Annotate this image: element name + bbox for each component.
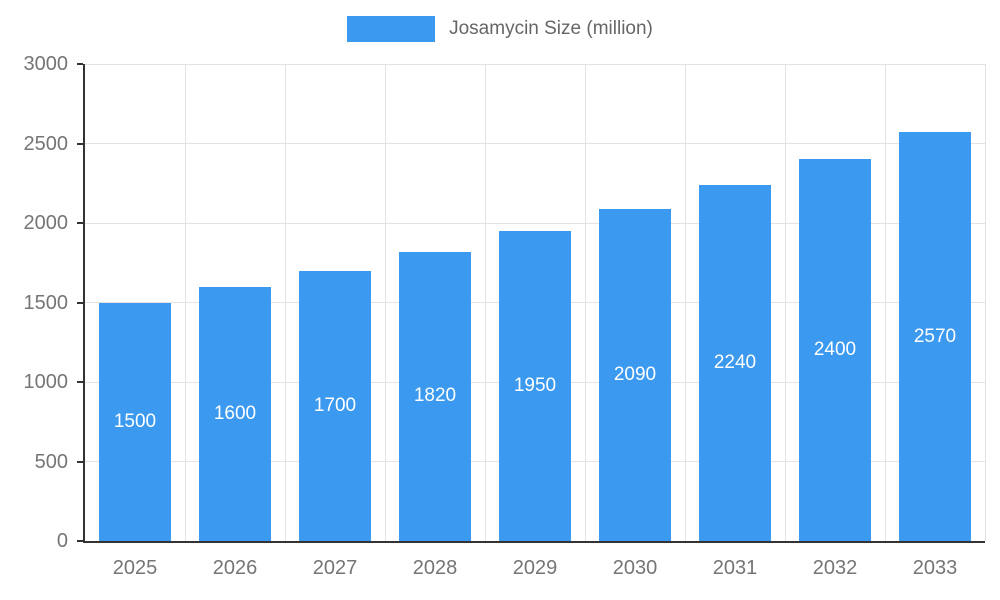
gridline-vertical (884, 64, 886, 541)
gridline-vertical (484, 64, 486, 541)
y-axis-line (83, 64, 85, 541)
y-tick-label: 2000 (23, 212, 69, 234)
x-tick-label: 2028 (412, 557, 458, 579)
y-tick-label: 1500 (23, 291, 69, 314)
gridline-vertical (684, 64, 686, 541)
gridline-vertical (784, 64, 786, 541)
gridline-horizontal (85, 143, 985, 144)
gridline-vertical (984, 64, 986, 541)
bar-value-label: 1700 (313, 394, 357, 416)
bar-value-label: 2090 (613, 363, 657, 385)
y-axis-tick (77, 63, 83, 65)
bar[interactable]: 1500 (99, 302, 171, 541)
gridline-vertical (184, 64, 186, 541)
y-axis-tick (77, 301, 83, 304)
bar-value-label: 1820 (413, 385, 457, 407)
y-axis: 0 500 1000 1500 2000 2500 3000 (0, 53, 78, 552)
bar[interactable]: 1700 (299, 270, 371, 541)
x-axis: 2025 2026 2027 2028 2029 2030 2031 2032 2033 (85, 553, 985, 587)
x-tick-label: 2031 (712, 557, 758, 579)
y-axis-tick (77, 142, 83, 145)
plot-area: 1500 1600 1700 1820 1950 2090 2240 2400 2570 (77, 63, 986, 543)
x-tick-label: 2029 (512, 557, 558, 579)
gridline-vertical (284, 64, 286, 541)
y-axis-tick (77, 460, 83, 463)
bar[interactable]: 1950 (499, 230, 571, 541)
y-tick-label: 1000 (23, 371, 69, 393)
bar[interactable]: 2240 (699, 184, 771, 541)
y-axis-tick (77, 540, 83, 542)
gridline-horizontal (85, 222, 985, 224)
y-tick-label: 2500 (23, 132, 69, 155)
bar-value-label: 1950 (513, 374, 557, 396)
gridline-vertical (384, 64, 386, 541)
x-tick-label: 2033 (912, 557, 958, 579)
legend-swatch (347, 16, 436, 42)
bar-value-label: 1500 (113, 410, 157, 432)
x-tick-label: 2032 (812, 557, 858, 579)
bar-value-label: 2400 (813, 339, 857, 361)
x-tick-label: 2025 (112, 557, 158, 579)
x-tick-label: 2030 (612, 557, 658, 579)
bar-value-label: 2240 (713, 351, 757, 373)
y-tick-label: 500 (34, 450, 68, 473)
x-tick-label: 2026 (212, 557, 258, 579)
x-axis-line (83, 541, 985, 543)
legend[interactable]: Josamycin Size (million) (0, 14, 1000, 44)
bar-value-label: 2570 (913, 325, 957, 347)
y-tick-label: 0 (56, 530, 68, 552)
y-axis-tick (77, 222, 83, 224)
x-tick-label: 2027 (312, 557, 358, 579)
bar[interactable]: 2400 (799, 159, 871, 541)
bar[interactable]: 2090 (599, 208, 671, 541)
y-axis-tick (77, 381, 83, 383)
gridline-horizontal (85, 63, 985, 65)
bar[interactable]: 2570 (899, 132, 971, 541)
legend-label: Josamycin Size (million) (449, 18, 653, 39)
gridline-vertical (584, 64, 586, 541)
bar[interactable]: 1600 (199, 286, 271, 541)
y-tick-label: 3000 (23, 53, 69, 75)
bar-value-label: 1600 (213, 402, 257, 424)
bar[interactable]: 1820 (399, 251, 471, 541)
